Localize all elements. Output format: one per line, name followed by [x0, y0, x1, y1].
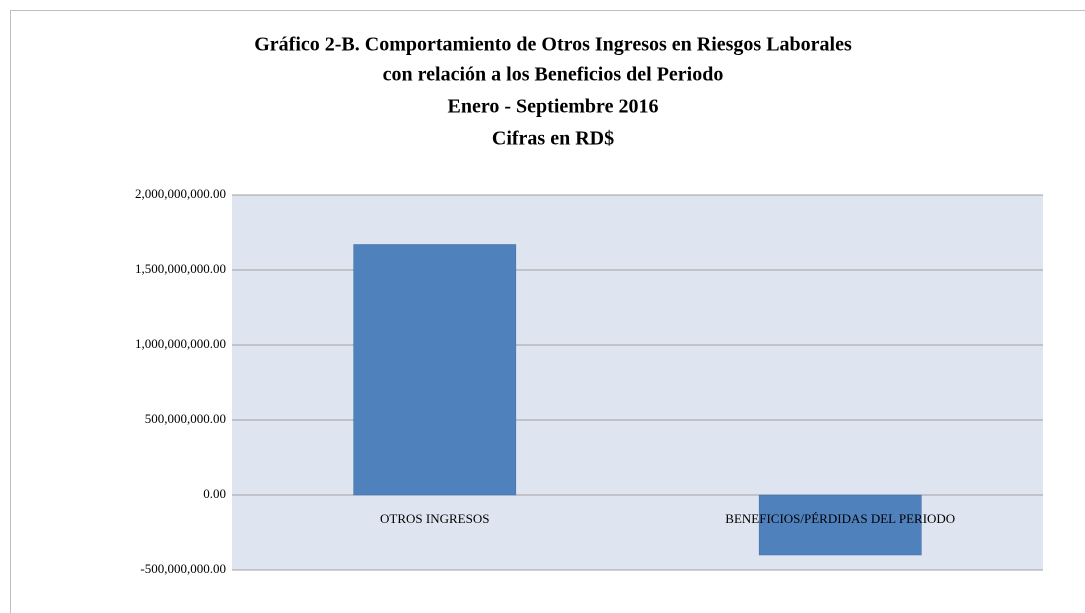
chart-title: Enero - Septiembre 2016	[448, 96, 659, 118]
y-tick-label: 2,000,000,000.00	[135, 186, 226, 201]
y-tick-label: -500,000,000.00	[140, 561, 226, 576]
y-tick-label: 0.00	[203, 486, 226, 501]
chart-title: Gráfico 2-B. Comportamiento de Otros Ing…	[254, 34, 852, 56]
x-tick-label: OTROS INGRESOS	[380, 511, 489, 526]
y-tick-label: 1,000,000,000.00	[135, 336, 226, 351]
y-tick-label: 500,000,000.00	[145, 411, 226, 426]
bar	[758, 494, 922, 556]
chart-title: Cifras en RD$	[492, 128, 614, 150]
x-tick-label: BENEFICIOS/PÉRDIDAS DEL PERIODO	[725, 511, 955, 526]
chart-title: con relación a los Beneficios del Period…	[383, 64, 724, 86]
bar	[353, 244, 517, 496]
y-tick-label: 1,500,000,000.00	[135, 261, 226, 276]
